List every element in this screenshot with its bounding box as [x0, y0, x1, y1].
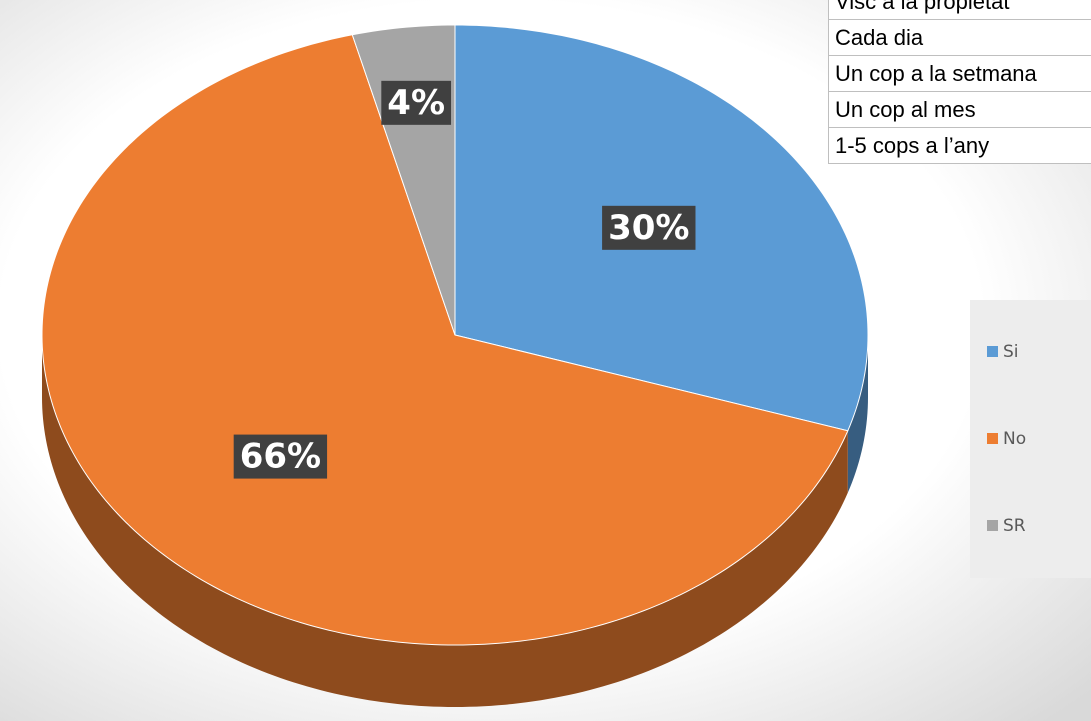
table-row: 1-5 cops a l’any — [828, 128, 1091, 164]
pie-side — [847, 335, 868, 493]
table-row: Visc a la propietat — [828, 0, 1091, 20]
table-row: Cada dia — [828, 20, 1091, 56]
pie-slice — [41, 34, 849, 646]
data-labels: 30% 66% 4% — [233, 80, 696, 479]
data-label: 4% — [387, 83, 445, 123]
table: Visc a la propietat Cada dia Un cop a la s… — [828, 0, 1091, 164]
table-row: Un cop a la setmana — [828, 56, 1091, 92]
pie — [41, 24, 869, 707]
legend-label: No — [1003, 429, 1026, 449]
data-label: 30% — [608, 208, 689, 248]
legend-swatch — [987, 520, 998, 531]
data-label: 66% — [240, 437, 321, 477]
legend-swatch — [987, 433, 998, 444]
legend: Si No SR — [987, 342, 1026, 536]
legend-label: SR — [1003, 516, 1026, 536]
data-label-box — [233, 434, 328, 479]
table-row: Un cop al mes — [828, 92, 1091, 128]
data-label-box — [602, 205, 696, 250]
legend-swatch — [987, 346, 998, 357]
legend-label: Si — [1003, 342, 1019, 362]
pie-side — [42, 335, 848, 707]
data-label-box — [381, 80, 452, 125]
